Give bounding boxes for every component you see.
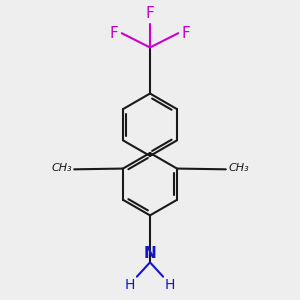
Text: F: F	[146, 6, 154, 21]
Text: H: H	[125, 278, 135, 292]
Text: F: F	[182, 26, 190, 41]
Text: CH₃: CH₃	[228, 164, 249, 173]
Text: F: F	[110, 26, 118, 41]
Text: H: H	[165, 278, 175, 292]
Text: N: N	[144, 247, 156, 262]
Text: CH₃: CH₃	[51, 164, 72, 173]
